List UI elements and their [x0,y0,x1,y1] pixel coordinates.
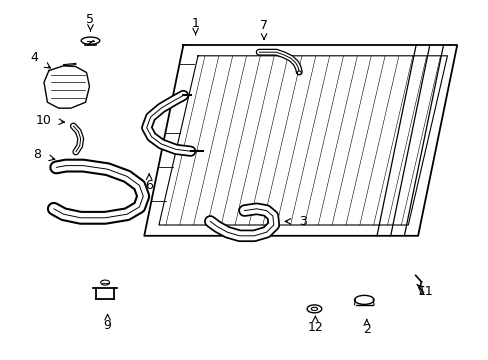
Text: 6: 6 [145,179,153,192]
Text: 7: 7 [260,19,267,32]
Text: 11: 11 [417,285,432,298]
Text: 3: 3 [299,215,306,228]
Text: 12: 12 [307,321,323,334]
Text: 4: 4 [30,51,38,64]
Text: 2: 2 [362,323,370,336]
Text: 9: 9 [103,319,111,332]
Text: 5: 5 [86,13,94,26]
Text: 10: 10 [36,114,52,127]
Ellipse shape [297,71,301,75]
Text: 8: 8 [33,148,41,161]
Text: 1: 1 [191,17,199,30]
